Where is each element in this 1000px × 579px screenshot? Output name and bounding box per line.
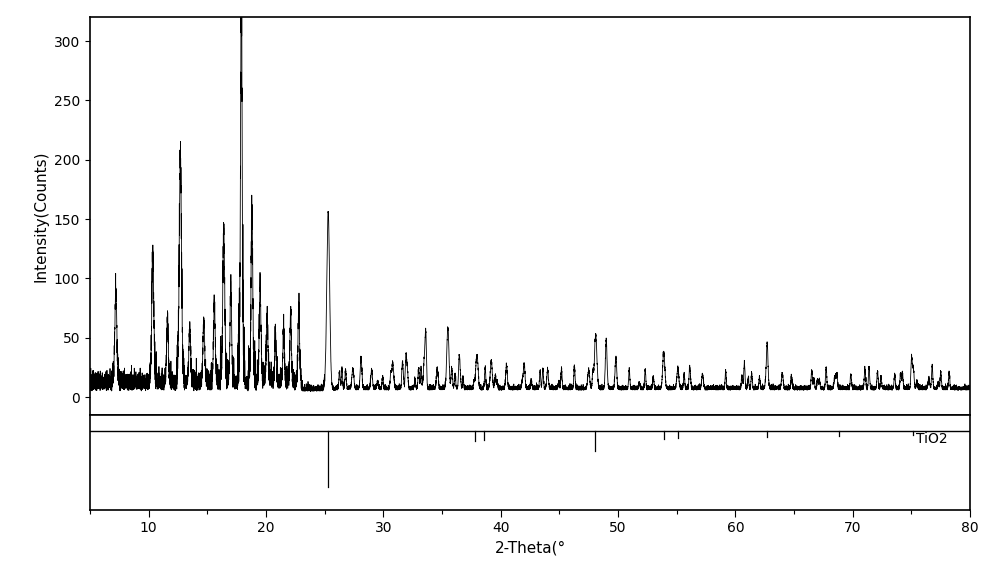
X-axis label: 2-Theta(°: 2-Theta(° (494, 541, 566, 556)
Text: TiO2: TiO2 (916, 432, 948, 446)
Y-axis label: Intensity(Counts): Intensity(Counts) (33, 151, 48, 282)
